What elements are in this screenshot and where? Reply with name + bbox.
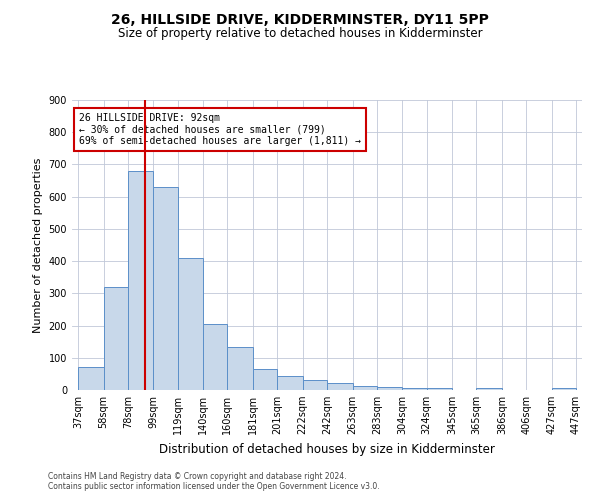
Bar: [253, 369, 277, 390]
Bar: [128, 171, 154, 390]
Bar: [353, 386, 377, 390]
Bar: [476, 388, 502, 390]
Bar: [427, 388, 452, 390]
Bar: [551, 388, 576, 390]
Bar: [227, 346, 253, 390]
Text: Contains public sector information licensed under the Open Government Licence v3: Contains public sector information licen…: [48, 482, 380, 491]
Bar: [78, 368, 104, 390]
Text: 26 HILLSIDE DRIVE: 92sqm
← 30% of detached houses are smaller (799)
69% of semi-: 26 HILLSIDE DRIVE: 92sqm ← 30% of detach…: [79, 113, 361, 146]
Text: 26, HILLSIDE DRIVE, KIDDERMINSTER, DY11 5PP: 26, HILLSIDE DRIVE, KIDDERMINSTER, DY11 …: [111, 12, 489, 26]
Bar: [277, 376, 303, 390]
Bar: [203, 324, 227, 390]
Bar: [154, 187, 178, 390]
Bar: [327, 383, 353, 390]
Text: Contains HM Land Registry data © Crown copyright and database right 2024.: Contains HM Land Registry data © Crown c…: [48, 472, 347, 481]
Bar: [178, 258, 203, 390]
Bar: [104, 287, 128, 390]
Bar: [402, 388, 427, 390]
Y-axis label: Number of detached properties: Number of detached properties: [33, 158, 43, 332]
Bar: [303, 380, 327, 390]
Bar: [377, 387, 402, 390]
X-axis label: Distribution of detached houses by size in Kidderminster: Distribution of detached houses by size …: [159, 442, 495, 456]
Text: Size of property relative to detached houses in Kidderminster: Size of property relative to detached ho…: [118, 28, 482, 40]
